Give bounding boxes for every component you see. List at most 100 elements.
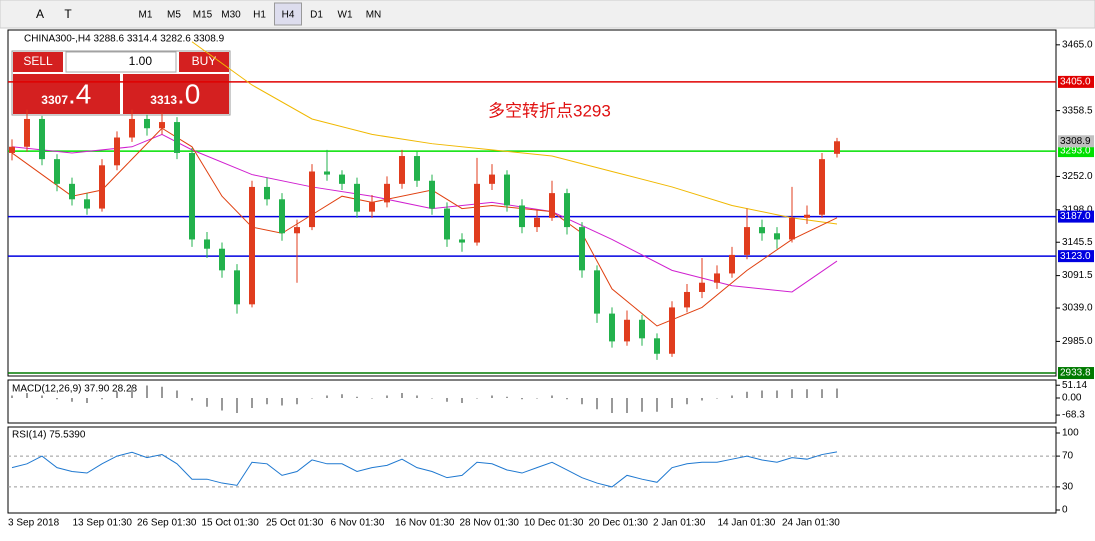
timeframe-button[interactable]: D1: [310, 10, 323, 21]
candle-body: [714, 273, 720, 283]
macd-bar: [671, 398, 673, 408]
y-tick-label: 0: [1062, 505, 1068, 516]
candle-body: [264, 186, 270, 200]
candle-body: [159, 122, 165, 129]
tool-button[interactable]: T: [64, 7, 72, 21]
timeframe-button[interactable]: H1: [253, 10, 266, 21]
candle-body: [579, 227, 585, 271]
macd-bar: [371, 398, 373, 399]
rsi-frame: [7, 426, 1057, 514]
y-tick-label: 3465.0: [1062, 39, 1093, 50]
tool-button[interactable]: A: [36, 7, 44, 21]
lot-value[interactable]: 1.00: [129, 54, 153, 68]
y-tick-label: 70: [1062, 451, 1074, 462]
candle-body: [219, 248, 225, 271]
candle-body: [294, 227, 300, 234]
candle-body: [774, 233, 780, 240]
macd-frame: [7, 379, 1057, 424]
level-label-box: [1058, 75, 1094, 88]
macd-bar: [326, 395, 328, 398]
macd-bar: [416, 395, 418, 398]
level-label: 3187.0: [1060, 211, 1091, 222]
candle-body: [834, 141, 840, 154]
candle-body: [399, 156, 405, 184]
macd-bar: [461, 398, 463, 403]
timeframe-button[interactable]: M30: [221, 10, 241, 21]
timeframe-button[interactable]: M15: [193, 10, 213, 21]
candle-body: [534, 217, 540, 228]
macd-bar: [26, 393, 28, 398]
macd-bar: [401, 393, 403, 398]
x-tick-label: 24 Jan 01:30: [782, 518, 840, 529]
current-price-label: 3308.9: [1060, 136, 1091, 147]
macd-bar: [191, 398, 193, 401]
main-frame: [7, 29, 1057, 377]
candle-body: [489, 174, 495, 184]
candle-body: [504, 174, 510, 206]
macd-bar: [836, 388, 838, 398]
candle-body: [324, 171, 330, 175]
x-tick-label: 6 Nov 01:30: [331, 518, 385, 529]
sell-price-box[interactable]: [13, 74, 120, 114]
macd-bar: [131, 386, 133, 398]
macd-bar: [581, 398, 583, 405]
chart-header: CHINA300-,H4 3288.6 3314.4 3282.6 3308.9: [24, 34, 225, 45]
macd-title: MACD(12,26,9) 37.90 28.28: [12, 384, 138, 395]
timeframe-button[interactable]: MN: [366, 10, 382, 21]
macd-bar: [491, 395, 493, 398]
timeframe-button[interactable]: M5: [167, 10, 181, 21]
buy-label[interactable]: BUY: [192, 54, 217, 68]
timeframe-button[interactable]: H4: [282, 10, 295, 21]
macd-bar: [341, 394, 343, 398]
level-label-box: [1058, 145, 1094, 158]
x-tick-label: 2 Jan 01:30: [653, 518, 706, 529]
macd-bar: [536, 398, 538, 399]
macd-bar: [431, 398, 433, 399]
sell-label[interactable]: SELL: [23, 54, 53, 68]
candle-body: [84, 199, 90, 209]
macd-bar: [266, 398, 268, 405]
macd-bar: [11, 395, 13, 398]
lot-input[interactable]: [65, 51, 177, 73]
macd-bar: [746, 391, 748, 398]
rsi-title: RSI(14) 75.5390: [12, 430, 86, 441]
level-label: 3405.0: [1060, 77, 1091, 88]
macd-bar: [236, 398, 238, 413]
buy-button[interactable]: [179, 52, 229, 72]
sell-button[interactable]: [13, 52, 63, 72]
macd-bar: [821, 389, 823, 398]
candle-body: [354, 183, 360, 212]
y-tick-label: -68.3: [1062, 410, 1085, 421]
candle-body: [204, 239, 210, 249]
timeframe-button[interactable]: M1: [139, 10, 153, 21]
candle-body: [174, 122, 180, 153]
candle-body: [384, 183, 390, 203]
macd-bar: [641, 398, 643, 412]
x-tick-label: 13 Sep 01:30: [73, 518, 133, 529]
buy-price-box[interactable]: [123, 74, 229, 114]
candle-body: [519, 205, 525, 228]
macd-bar: [596, 398, 598, 410]
macd-bar: [356, 396, 358, 398]
level-label: 3293.0: [1060, 146, 1091, 157]
trade-panel: SELL 1.00 BUY 3307 .4 3313 .0: [11, 50, 231, 116]
x-tick-label: 10 Dec 01:30: [524, 518, 584, 529]
candle-body: [459, 239, 465, 243]
macd-bar: [206, 398, 208, 407]
candle-body: [69, 183, 75, 200]
y-tick-label: 51.14: [1062, 380, 1087, 391]
sell-price-small: 3307: [41, 93, 68, 107]
candle-body: [789, 217, 795, 240]
active-timeframe[interactable]: [274, 2, 302, 26]
y-tick-label: 30: [1062, 482, 1074, 493]
candle-body: [564, 193, 570, 228]
macd-bar: [56, 398, 58, 400]
candle-body: [99, 165, 105, 209]
macd-bar: [296, 398, 298, 405]
macd-bar: [221, 398, 223, 411]
y-tick-label: 100: [1062, 428, 1079, 439]
candle-body: [429, 180, 435, 209]
timeframe-button[interactable]: W1: [338, 10, 353, 21]
macd-bar: [146, 385, 148, 398]
